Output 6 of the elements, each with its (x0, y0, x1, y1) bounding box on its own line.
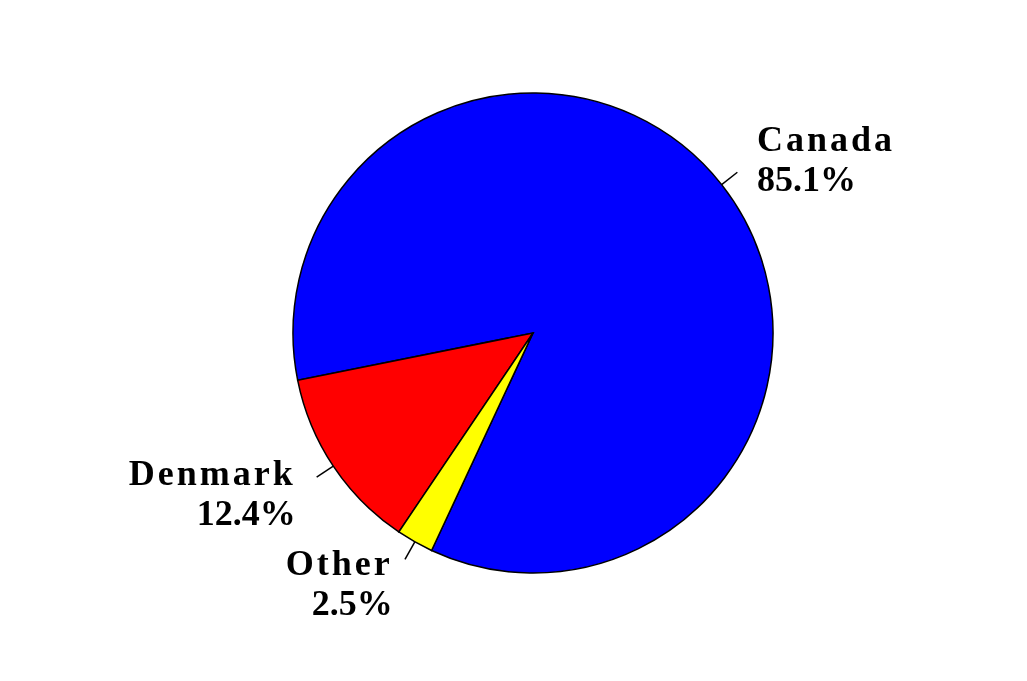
slice-label: Canada (757, 118, 896, 159)
slice-label: Denmark (128, 453, 296, 494)
data-label: 12.4% (196, 493, 296, 534)
data-label: 85.1% (757, 158, 857, 199)
slice-label: Other (285, 543, 393, 584)
data-label: 2.5% (311, 583, 393, 624)
